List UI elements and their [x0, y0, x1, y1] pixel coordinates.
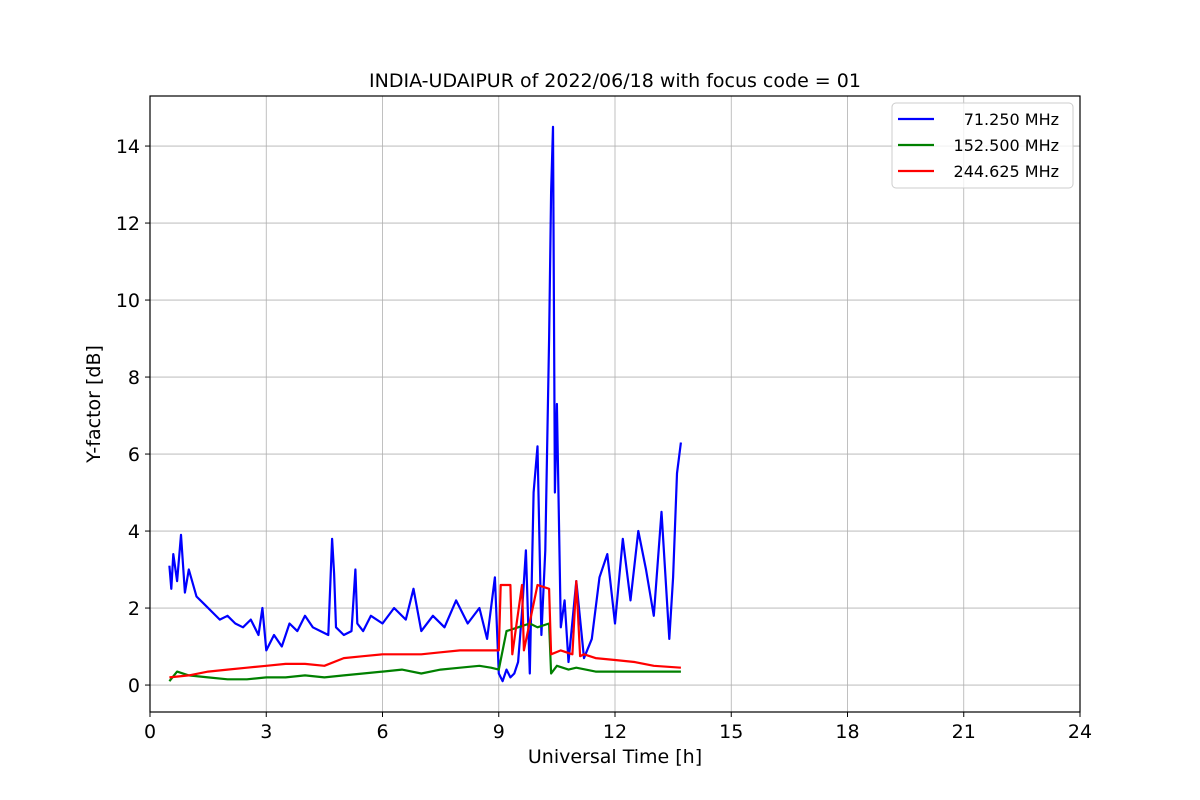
x-tick-label: 21 — [952, 721, 976, 743]
y-tick-label: 6 — [128, 444, 140, 466]
y-tick-label: 2 — [128, 598, 140, 620]
x-axis-label: Universal Time [h] — [528, 746, 702, 768]
y-tick-label: 12 — [116, 213, 140, 235]
x-tick-label: 18 — [835, 721, 859, 743]
x-tick-label: 6 — [376, 721, 388, 743]
x-tick-label: 12 — [603, 721, 627, 743]
x-tick-label: 3 — [260, 721, 272, 743]
x-tick-label: 0 — [144, 721, 156, 743]
y-axis-label: Y-factor [dB] — [83, 345, 105, 464]
series-lines — [168, 125, 682, 683]
series-line-244-625-mhz — [169, 579, 681, 679]
x-tick-label: 9 — [493, 721, 505, 743]
legend-box — [891, 102, 1074, 189]
y-tick-label: 0 — [128, 675, 140, 697]
y-tick-label: 4 — [128, 521, 140, 543]
legend-label: 71.250 MHz — [964, 110, 1059, 129]
series-line-152-500-mhz — [168, 622, 681, 682]
legend: 71.250 MHz 152.500 MHz 244.625 MHz — [891, 102, 1074, 189]
legend-label: 244.625 MHz — [954, 162, 1059, 181]
y-tick-label: 8 — [128, 367, 140, 389]
chart-title: INDIA-UDAIPUR of 2022/06/18 with focus c… — [369, 70, 861, 92]
y-tick-label: 10 — [116, 290, 140, 312]
legend-label: 152.500 MHz — [954, 136, 1059, 155]
x-tick-label: 24 — [1068, 721, 1092, 743]
y-tick-label: 14 — [116, 136, 140, 158]
x-tick-label: 15 — [719, 721, 743, 743]
